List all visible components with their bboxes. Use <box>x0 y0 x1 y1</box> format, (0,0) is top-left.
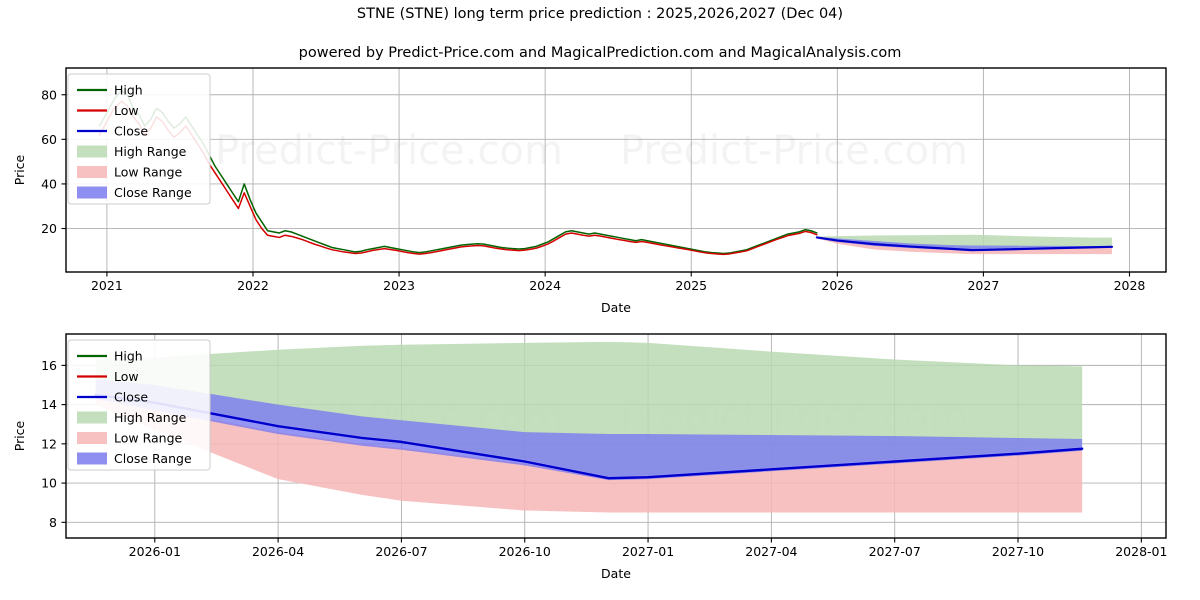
legend-band-swatch <box>77 145 107 158</box>
legend-item-close-range[interactable]: Close Range <box>77 451 192 466</box>
watermark-group: Predict-Price.com Predict-Price.com <box>215 128 968 174</box>
close-range-band <box>95 379 1083 481</box>
legend-item-low-range[interactable]: Low Range <box>77 165 183 180</box>
y-axis-label: Price <box>12 420 27 451</box>
y-tick-label: 12 <box>41 436 57 451</box>
x-tick-label: 2026-04 <box>252 544 304 559</box>
legend-label: Close Range <box>114 451 192 466</box>
page-title: STNE (STNE) long term price prediction :… <box>356 6 844 22</box>
legend-label: Low Range <box>114 165 183 180</box>
legend-item-high[interactable]: High <box>77 349 143 364</box>
x-tick-label: 2023 <box>383 278 415 293</box>
x-tick-label: 2024 <box>529 278 561 293</box>
watermark-text: Predict-Price.com <box>215 128 563 174</box>
legend-label: Low <box>114 103 139 118</box>
y-axis-label: Price <box>12 154 27 185</box>
x-axis: 2026-01 2026-04 2026-07 2026-10 2027-01 2027-… <box>129 538 1167 559</box>
y-tick-label: 8 <box>49 515 57 530</box>
y-tick-label: 20 <box>41 221 57 236</box>
legend-label: Close <box>114 124 148 139</box>
history-high-line <box>98 89 818 255</box>
legend-label: Low <box>114 369 139 384</box>
legend-band-swatch <box>77 186 107 199</box>
plot-border <box>65 333 1167 539</box>
legend-label: High Range <box>114 144 187 159</box>
legend-item-close[interactable]: Close <box>77 124 148 139</box>
y-tick-label: 60 <box>41 132 57 147</box>
data-group <box>94 341 1084 513</box>
legend-item-low[interactable]: Low <box>77 103 139 118</box>
x-tick-label: 2026-07 <box>375 544 427 559</box>
legend-item-low[interactable]: Low <box>77 369 139 384</box>
y-tick-label: 40 <box>41 176 57 191</box>
x-tick-label: 2027-10 <box>992 544 1044 559</box>
x-tick-label: 2025 <box>675 278 707 293</box>
legend-band-swatch <box>77 166 107 178</box>
legend: High Low Close High Range Low Range Close Ran… <box>67 339 211 471</box>
legend-band-swatch <box>77 411 107 424</box>
forecast-close-line <box>94 393 1084 480</box>
plot-border <box>65 67 1167 273</box>
x-tick-label: 2028-01 <box>1115 544 1167 559</box>
chart-panel-forecast-detail: Predict-Price.comPredict-Price.com810121… <box>12 333 1167 581</box>
x-tick-label: 2028 <box>1114 278 1146 293</box>
x-tick-label: 2026 <box>821 278 853 293</box>
y-axis: 20 40 60 80 <box>41 87 66 236</box>
history-low-line <box>98 100 818 256</box>
legend-item-low-range[interactable]: Low Range <box>77 431 183 446</box>
legend-label: High <box>114 349 143 364</box>
legend-item-high[interactable]: High <box>77 83 143 98</box>
legend-item-close[interactable]: Close <box>77 390 148 405</box>
legend-band-swatch <box>77 432 107 444</box>
y-tick-label: 80 <box>41 87 57 102</box>
x-tick-label: 2026-01 <box>129 544 181 559</box>
forecast-close-line <box>815 236 1114 252</box>
legend-label: Low Range <box>114 431 183 446</box>
x-tick-label: 2027-04 <box>745 544 797 559</box>
x-axis-label: Date <box>601 300 631 315</box>
y-axis: 8 10 12 14 16 <box>41 358 66 530</box>
legend-label: Close Range <box>114 185 192 200</box>
low-range-band <box>95 396 1083 513</box>
close-range-band <box>816 236 1112 251</box>
legend-item-high-range[interactable]: High Range <box>77 144 187 159</box>
x-tick-label: 2026-10 <box>499 544 551 559</box>
chart-panel-overview: Predict-Price.com Predict-Price.com 20 40 60… <box>12 67 1167 315</box>
page-subtitle: powered by Predict-Price.com and Magical… <box>298 45 902 61</box>
y-tick-label: 16 <box>41 358 57 373</box>
y-tick-label: 10 <box>41 476 57 491</box>
x-tick-label: 2027 <box>967 278 999 293</box>
legend: High Low Close High Range Low Range Close Ran… <box>67 73 211 205</box>
legend-item-close-range[interactable]: Close Range <box>77 185 192 200</box>
x-tick-label: 2027-07 <box>869 544 921 559</box>
x-tick-label: 2022 <box>237 278 269 293</box>
x-tick-label: 2021 <box>91 278 123 293</box>
data-group <box>98 89 1114 256</box>
x-axis: 2021 2022 2023 2024 2025 2026 2027 2028 <box>91 272 1145 293</box>
legend-label: High <box>114 83 143 98</box>
legend-label: High Range <box>114 410 187 425</box>
legend-band-swatch <box>77 452 107 465</box>
low-range-band <box>816 237 1112 255</box>
x-axis-label: Date <box>601 566 631 581</box>
legend-item-high-range[interactable]: High Range <box>77 410 187 425</box>
legend-label: Close <box>114 390 148 405</box>
y-tick-label: 14 <box>41 397 57 412</box>
x-tick-label: 2027-01 <box>622 544 674 559</box>
watermark-text: Predict-Price.com <box>620 128 968 174</box>
